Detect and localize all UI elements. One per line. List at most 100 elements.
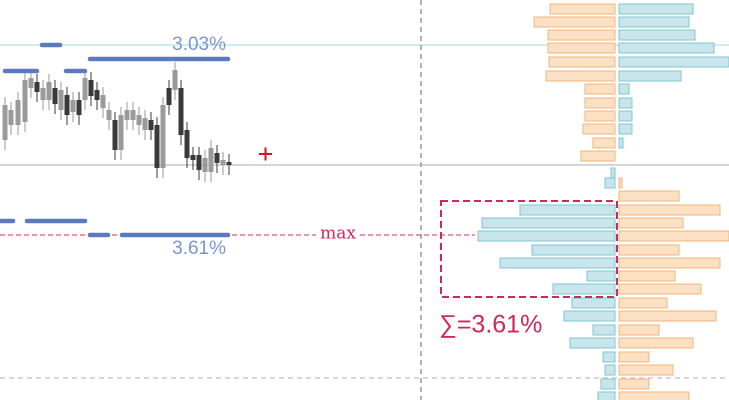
candle-body — [118, 115, 124, 150]
buy-volume-bar — [618, 3, 694, 15]
candle-body — [154, 125, 160, 168]
candle-body — [112, 120, 118, 150]
candle-body — [52, 88, 58, 104]
sell-volume-bar — [618, 177, 623, 189]
candle-body — [58, 90, 64, 110]
candle-body — [166, 88, 172, 105]
buy-volume-bar — [618, 16, 690, 28]
candle-body — [64, 95, 70, 115]
sell-volume-bar — [618, 351, 650, 363]
sell-volume-bar — [548, 56, 616, 68]
sell-volume-bar — [618, 310, 717, 322]
buy-volume-bar — [600, 378, 616, 390]
sell-volume-bar — [582, 123, 616, 135]
buy-volume-bar — [618, 97, 633, 109]
buy-volume-bar — [563, 310, 616, 322]
sell-volume-bar — [618, 204, 721, 216]
candle-body — [148, 120, 154, 130]
sell-volume-bar — [545, 70, 616, 82]
candle-body — [142, 118, 148, 130]
crosshair — [259, 147, 272, 161]
buy-volume-bar — [618, 137, 624, 149]
candle-body — [196, 155, 202, 170]
candle-body — [2, 105, 8, 140]
buy-volume-bar — [571, 297, 616, 309]
candle-body — [172, 70, 178, 90]
candle-body — [88, 80, 94, 96]
candle-body — [15, 100, 21, 125]
sell-volume-bar — [584, 110, 616, 122]
buy-volume-bar — [618, 42, 715, 54]
sell-volume-bar — [618, 244, 680, 256]
candle-body — [130, 110, 136, 120]
sell-volume-bar — [618, 217, 684, 229]
buy-volume-bar — [592, 324, 616, 336]
buy-volume-bar — [604, 364, 616, 376]
candle-body — [94, 90, 100, 100]
sell-volume-bar — [592, 137, 616, 149]
candle-body — [82, 78, 88, 100]
candle-body — [100, 95, 106, 108]
candle-body — [190, 155, 196, 160]
buy-volume-bar — [618, 29, 696, 41]
candle-body — [226, 162, 232, 165]
sell-volume-bar — [549, 3, 616, 15]
candle-body — [8, 110, 14, 125]
sell-volume-bar — [618, 190, 680, 202]
sell-volume-bar — [618, 337, 694, 349]
buy-volume-bar — [618, 110, 633, 122]
candle-body — [178, 88, 184, 135]
sum-label: ∑=3.61% — [439, 311, 542, 339]
candle-body — [124, 110, 130, 120]
buy-volume-bar — [481, 217, 616, 229]
candle-body — [136, 115, 142, 125]
sell-volume-bar — [584, 97, 616, 109]
sell-volume-bar — [618, 257, 721, 269]
sell-volume-bar — [618, 270, 676, 282]
volume-profile — [477, 3, 729, 400]
buy-volume-bar — [618, 70, 682, 82]
buy-volume-bar — [569, 337, 616, 349]
buy-volume-bar — [618, 123, 633, 135]
sell-volume-bar — [584, 83, 616, 95]
buy-volume-bar — [552, 283, 616, 295]
buy-volume-bar — [586, 270, 616, 282]
lower-percent: 3.61% — [172, 238, 226, 259]
candle-body — [28, 78, 34, 88]
sell-volume-bar — [533, 16, 616, 28]
max-label: max — [320, 224, 356, 244]
candle-body — [106, 110, 112, 120]
buy-volume-bar — [477, 230, 616, 242]
sell-volume-bar — [547, 29, 616, 41]
sell-volume-bar — [618, 324, 660, 336]
buy-volume-bar — [618, 56, 729, 68]
candle-body — [220, 160, 226, 165]
max-zone-box — [440, 200, 618, 298]
candle-body — [184, 130, 190, 158]
sell-volume-bar — [580, 150, 616, 162]
buy-volume-bar — [519, 204, 616, 216]
buy-volume-bar — [597, 391, 616, 400]
candle-body — [202, 158, 208, 172]
candles — [2, 62, 232, 182]
buy-volume-bar — [499, 257, 616, 269]
max-label-bg — [316, 225, 360, 245]
candle-body — [46, 82, 52, 100]
candle-body — [208, 148, 214, 172]
sell-volume-bar — [618, 391, 690, 400]
upper-percent: 3.03% — [172, 34, 226, 55]
candle-body — [22, 80, 28, 122]
candle-body — [160, 105, 166, 168]
sell-volume-bar — [618, 230, 729, 242]
buy-volume-bar — [618, 83, 630, 95]
buy-volume-bar — [602, 351, 616, 363]
candle-body — [214, 153, 220, 163]
candle-body — [70, 100, 76, 112]
candle-body — [40, 88, 46, 100]
candle-body — [34, 82, 40, 92]
sell-volume-bar — [618, 364, 674, 376]
candle-body — [76, 100, 82, 115]
sell-volume-bar — [547, 42, 616, 54]
level-segments — [0, 42, 231, 238]
